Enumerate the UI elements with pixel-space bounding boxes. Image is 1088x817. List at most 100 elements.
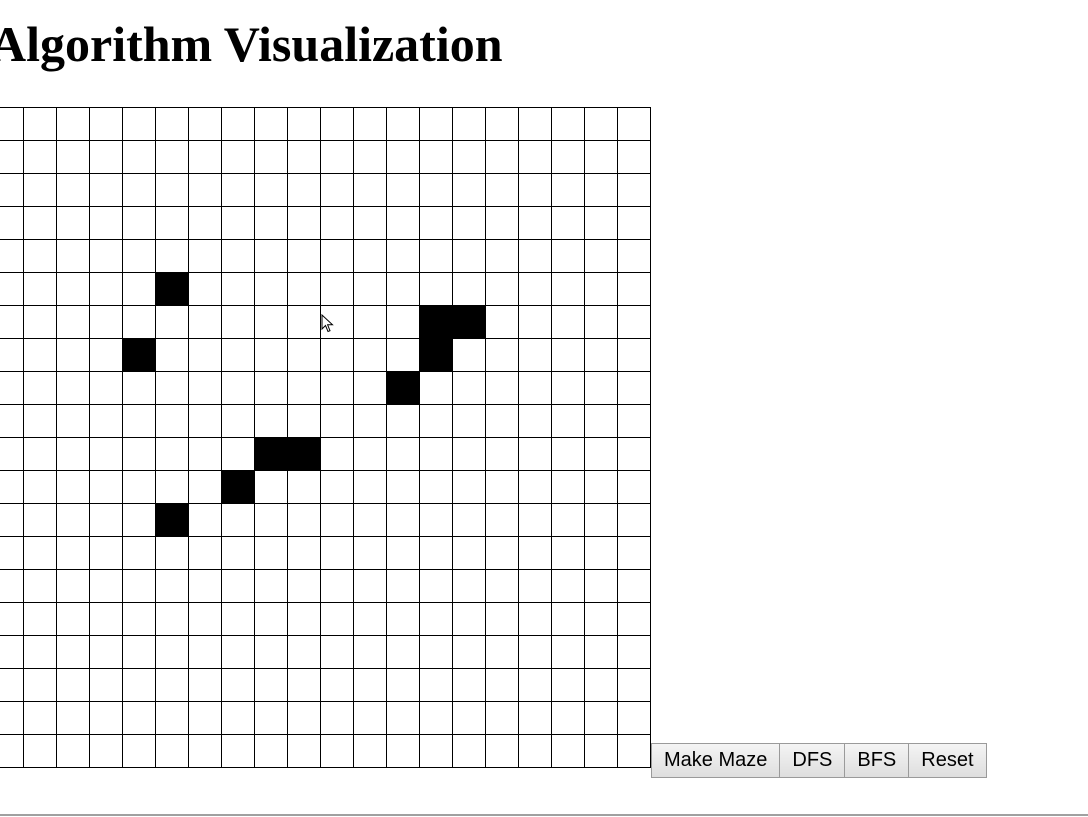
grid-cell[interactable] (222, 174, 255, 207)
grid-cell[interactable] (189, 438, 222, 471)
grid-cell[interactable] (90, 306, 123, 339)
grid-cell[interactable] (552, 603, 585, 636)
grid-cell[interactable] (519, 669, 552, 702)
grid-cell[interactable] (24, 207, 57, 240)
grid-cell[interactable] (288, 669, 321, 702)
grid-cell[interactable] (24, 537, 57, 570)
grid-cell[interactable] (222, 273, 255, 306)
grid-cell-wall[interactable] (420, 339, 453, 372)
grid-cell[interactable] (453, 570, 486, 603)
grid-cell[interactable] (519, 240, 552, 273)
grid-cell[interactable] (420, 141, 453, 174)
grid-cell[interactable] (519, 735, 552, 768)
grid-cell[interactable] (222, 636, 255, 669)
grid-cell[interactable] (255, 339, 288, 372)
grid-cell[interactable] (354, 306, 387, 339)
grid-cell[interactable] (321, 438, 354, 471)
grid-cell[interactable] (57, 306, 90, 339)
grid-cell[interactable] (552, 273, 585, 306)
grid-cell[interactable] (387, 108, 420, 141)
grid-cell[interactable] (453, 504, 486, 537)
grid-cell[interactable] (321, 108, 354, 141)
grid-cell[interactable] (255, 141, 288, 174)
grid-cell[interactable] (90, 735, 123, 768)
grid-cell[interactable] (222, 504, 255, 537)
grid-cell[interactable] (189, 669, 222, 702)
grid-cell[interactable] (486, 108, 519, 141)
grid-cell[interactable] (255, 240, 288, 273)
grid-cell[interactable] (387, 570, 420, 603)
grid-cell[interactable] (0, 438, 24, 471)
grid-cell[interactable] (420, 504, 453, 537)
grid-cell[interactable] (486, 702, 519, 735)
grid-cell[interactable] (552, 636, 585, 669)
grid-cell[interactable] (453, 702, 486, 735)
grid-cell[interactable] (585, 669, 618, 702)
grid-cell[interactable] (189, 339, 222, 372)
grid-cell[interactable] (618, 405, 651, 438)
grid-cell[interactable] (585, 339, 618, 372)
grid-cell[interactable] (288, 174, 321, 207)
grid-cell[interactable] (387, 174, 420, 207)
grid-cell[interactable] (321, 372, 354, 405)
grid-cell[interactable] (519, 108, 552, 141)
grid-cell[interactable] (222, 306, 255, 339)
grid-cell[interactable] (552, 537, 585, 570)
grid-cell[interactable] (255, 207, 288, 240)
grid-cell[interactable] (552, 570, 585, 603)
grid-cell[interactable] (90, 273, 123, 306)
grid-cell[interactable] (321, 636, 354, 669)
grid-cell[interactable] (585, 438, 618, 471)
grid-cell[interactable] (189, 735, 222, 768)
grid-cell[interactable] (222, 207, 255, 240)
grid-cell[interactable] (486, 339, 519, 372)
grid-cell[interactable] (519, 141, 552, 174)
grid-cell[interactable] (24, 306, 57, 339)
grid-cell[interactable] (24, 405, 57, 438)
grid-cell[interactable] (387, 438, 420, 471)
grid-cell[interactable] (57, 537, 90, 570)
grid-cell[interactable] (24, 174, 57, 207)
grid-cell[interactable] (585, 372, 618, 405)
grid-cell[interactable] (0, 240, 24, 273)
grid-cell[interactable] (0, 174, 24, 207)
grid-cell[interactable] (57, 471, 90, 504)
grid-cell[interactable] (90, 372, 123, 405)
grid-cell[interactable] (618, 438, 651, 471)
grid-cell[interactable] (486, 306, 519, 339)
grid-cell[interactable] (57, 372, 90, 405)
grid-cell[interactable] (519, 372, 552, 405)
grid-cell[interactable] (420, 108, 453, 141)
grid-cell[interactable] (24, 141, 57, 174)
grid-cell[interactable] (321, 735, 354, 768)
grid-cell[interactable] (618, 207, 651, 240)
grid-cell[interactable] (618, 141, 651, 174)
grid-cell[interactable] (24, 636, 57, 669)
grid-cell[interactable] (255, 471, 288, 504)
grid-cell[interactable] (618, 108, 651, 141)
grid-cell[interactable] (519, 603, 552, 636)
grid-cell[interactable] (90, 438, 123, 471)
grid-cell[interactable] (552, 405, 585, 438)
grid-cell[interactable] (0, 405, 24, 438)
grid-cell[interactable] (57, 636, 90, 669)
grid-cell[interactable] (453, 471, 486, 504)
grid-cell[interactable] (585, 141, 618, 174)
grid-cell-wall[interactable] (123, 339, 156, 372)
maze-grid[interactable] (0, 107, 651, 768)
grid-cell[interactable] (486, 207, 519, 240)
grid-cell[interactable] (156, 207, 189, 240)
grid-cell-wall[interactable] (288, 438, 321, 471)
grid-cell[interactable] (255, 735, 288, 768)
grid-cell[interactable] (123, 504, 156, 537)
grid-cell[interactable] (57, 174, 90, 207)
grid-cell[interactable] (354, 537, 387, 570)
grid-cell[interactable] (156, 438, 189, 471)
grid-cell[interactable] (288, 471, 321, 504)
grid-cell[interactable] (453, 141, 486, 174)
grid-cell[interactable] (222, 570, 255, 603)
grid-cell[interactable] (189, 702, 222, 735)
grid-cell[interactable] (420, 537, 453, 570)
grid-cell[interactable] (453, 339, 486, 372)
grid-cell[interactable] (255, 306, 288, 339)
